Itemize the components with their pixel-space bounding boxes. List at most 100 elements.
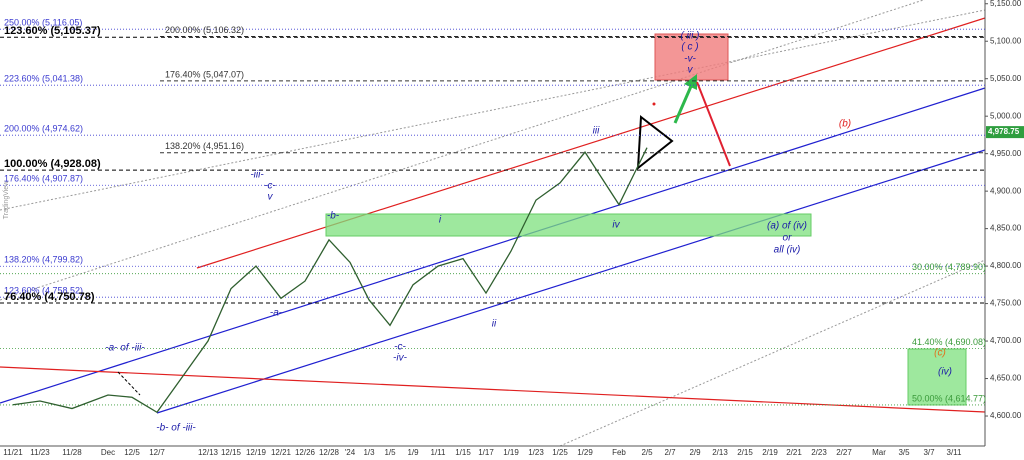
level-label: 100.00% (4,928.08): [4, 158, 101, 170]
y-tick-label: 4,800.00: [990, 261, 1022, 270]
wave-label: (b): [839, 119, 851, 130]
level-label: 223.60% (5,041.38): [4, 74, 83, 84]
wave-label: -c-: [264, 181, 276, 192]
x-tick-label: 11/21: [3, 448, 23, 457]
wave-label: -iv-: [393, 353, 408, 364]
y-tick-label: 5,100.00: [990, 36, 1022, 45]
channel-line: [0, 87, 986, 404]
wave-label: i: [439, 215, 442, 226]
level-label: 138.20% (4,799.82): [4, 255, 83, 265]
x-tick-label: 2/19: [762, 448, 778, 457]
x-tick-label: 2/5: [641, 448, 653, 457]
wave-label: iii: [593, 126, 600, 137]
y-axis: [985, 0, 1024, 460]
last-price-box: [986, 126, 1024, 139]
wave-label: ( c ): [681, 42, 698, 53]
level-label: 30.00% (4,789.90): [912, 262, 986, 272]
y-tick-label: 4,850.00: [990, 224, 1022, 233]
x-tick-label: 12/28: [319, 448, 340, 457]
x-tick-label: 1/5: [384, 448, 396, 457]
x-tick-label: Dec: [101, 448, 115, 457]
zone-box: [325, 213, 812, 237]
y-tick-label: 5,050.00: [990, 74, 1022, 83]
watermark: TradingView: [3, 180, 10, 219]
wave-label: ii: [492, 319, 497, 330]
x-tick-label: '24: [345, 448, 356, 457]
drawings: [0, 0, 986, 447]
wave-label: v: [268, 192, 274, 203]
level-label: 76.40% (4,750.78): [4, 291, 95, 303]
x-tick-label: 2/15: [737, 448, 753, 457]
level-label: 138.20% (4,951.16): [165, 141, 244, 151]
x-tick-label: 2/9: [689, 448, 701, 457]
wave-label: (c): [934, 348, 946, 359]
trend-line: [0, 0, 926, 301]
y-tick-label: 4,650.00: [990, 374, 1022, 383]
x-tick-label: 1/15: [455, 448, 471, 457]
x-tick-label: 2/27: [836, 448, 852, 457]
wave-label: -iii-: [250, 170, 264, 181]
level-label: 41.40% (4,690.08): [912, 337, 986, 347]
wave-label: -v-: [684, 54, 696, 65]
x-tick-label: 1/9: [407, 448, 419, 457]
x-tick-label: 12/7: [149, 448, 165, 457]
wave-label: v: [688, 65, 694, 76]
level-label: 200.00% (5,106.32): [165, 25, 244, 35]
arrow: [673, 83, 694, 124]
triangle: [636, 115, 674, 171]
marker: [652, 102, 656, 106]
arrow-head: [684, 74, 697, 90]
x-tick-label: 12/15: [221, 448, 242, 457]
x-tick-label: 11/28: [62, 448, 82, 457]
level-label: 250.00% (5,116.05): [4, 18, 82, 28]
x-tick-label: 3/5: [898, 448, 910, 457]
wave-label: -a- of -iii-: [105, 343, 145, 354]
x-tick-label: Mar: [872, 448, 886, 457]
trend-line: [0, 9, 986, 211]
arrow: [696, 81, 731, 167]
y-tick-label: 5,000.00: [990, 111, 1022, 120]
zone-box: [654, 33, 729, 81]
price-line: [12, 147, 648, 414]
trend-line: [117, 371, 141, 396]
wave-label: ( iii ): [681, 31, 700, 42]
last-price-label: 4,978.75: [988, 127, 1020, 136]
y-tick-label: 4,950.00: [990, 149, 1022, 158]
x-tick-label: 12/5: [124, 448, 140, 457]
x-tick-label: 2/21: [786, 448, 802, 457]
x-tick-label: 2/13: [712, 448, 728, 457]
x-tick-label: 1/3: [363, 448, 375, 457]
channel-line: [156, 149, 986, 414]
x-tick-label: Feb: [612, 448, 626, 457]
y-tick-label: 5,150.00: [990, 0, 1022, 8]
y-tick-label: 4,900.00: [990, 186, 1022, 195]
x-tick-label: 1/19: [503, 448, 519, 457]
x-tick-label: 1/25: [552, 448, 568, 457]
wave-label: -b-: [327, 211, 340, 222]
level-label: 200.00% (4,974.62): [4, 124, 83, 134]
x-tick-label: 1/23: [528, 448, 544, 457]
level-label: 176.40% (5,047.07): [165, 69, 244, 79]
wave-label: -c-: [394, 342, 406, 353]
channel-line: [0, 366, 986, 413]
wave-label: or: [783, 233, 793, 244]
trend-line: [559, 259, 986, 447]
y-tick-label: 4,600.00: [990, 411, 1022, 420]
wave-label: (a) of (iv): [767, 221, 807, 232]
level-label: 123.60% (4,758.52): [4, 286, 83, 296]
wave-label: -a-: [270, 308, 283, 319]
wave-label: iv: [612, 220, 620, 231]
x-tick-label: 1/29: [577, 448, 593, 457]
level-label: 123.60% (5,105.37): [4, 25, 101, 37]
y-tick-label: 4,700.00: [990, 336, 1022, 345]
wave-label: -b- of -iii-: [156, 423, 196, 434]
level-label: 50.00% (4,614.77): [912, 393, 986, 403]
x-tick-label: 3/11: [947, 448, 963, 457]
x-tick-label: 1/11: [431, 448, 447, 457]
x-tick-label: 3/7: [923, 448, 935, 457]
x-tick-label: 2/7: [664, 448, 676, 457]
x-tick-label: 11/23: [30, 448, 50, 457]
x-tick-label: 12/19: [246, 448, 267, 457]
wave-label: all (iv): [774, 245, 801, 256]
